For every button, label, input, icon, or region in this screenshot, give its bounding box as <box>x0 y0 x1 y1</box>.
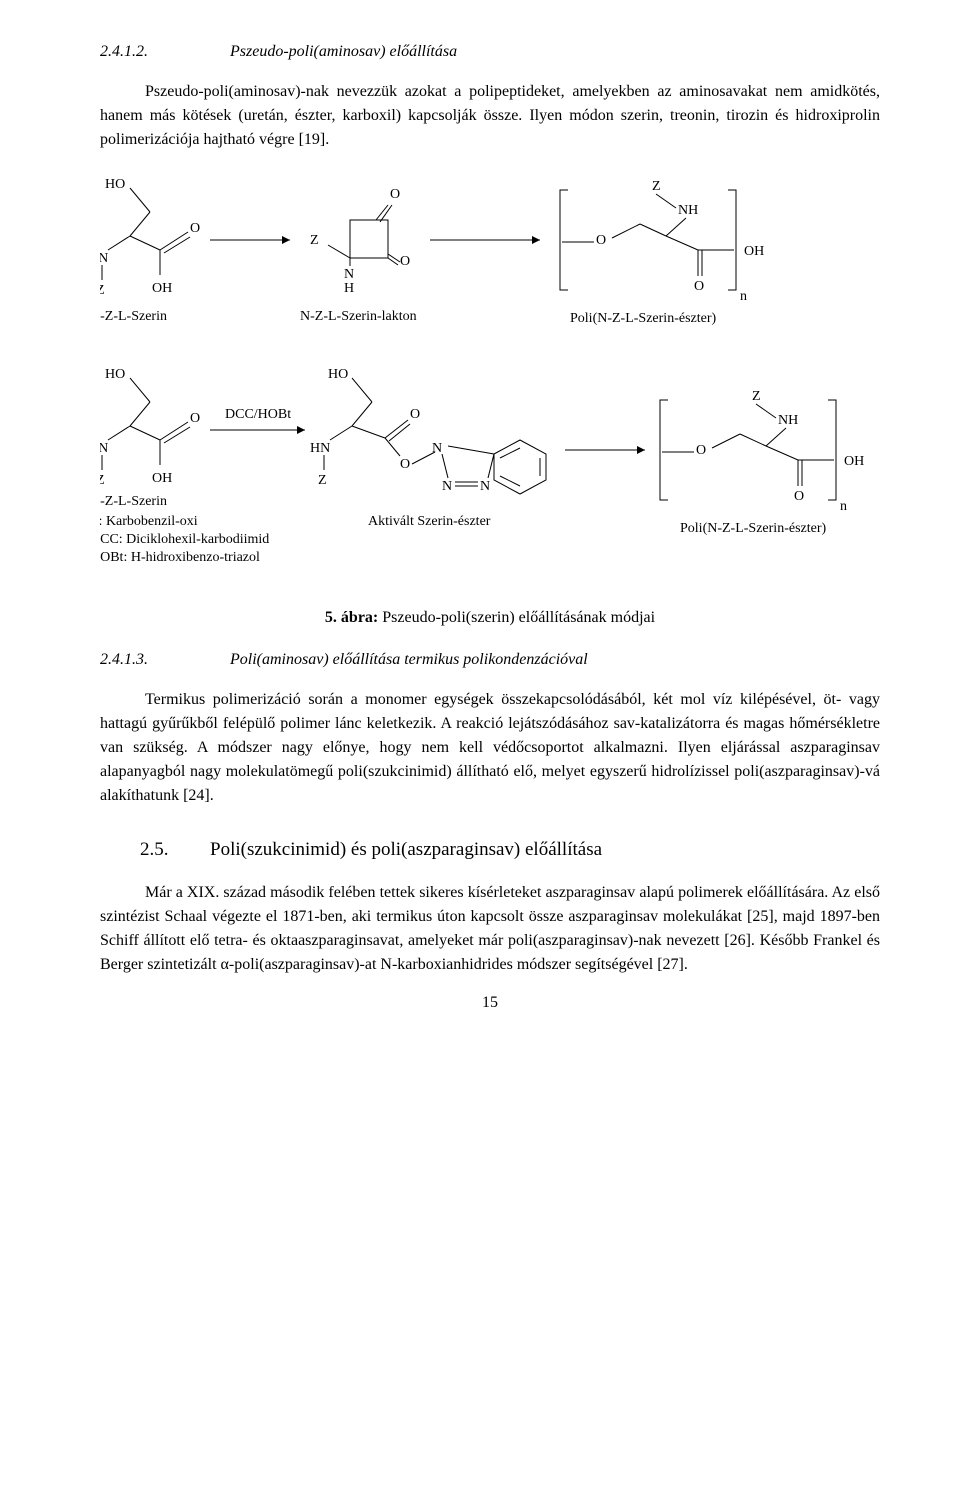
top-middle-lactone: O O Z N H N-Z-L-Szerin-lakton <box>300 187 417 324</box>
note-hobt: HOBt: H-hidroxibenzo-triazol <box>100 550 260 565</box>
label-n1: n <box>740 289 747 304</box>
label-aktivalt: Aktivált Szerin-észter <box>368 514 491 529</box>
label-H: H <box>344 281 354 296</box>
label-Z-top: Z <box>652 179 661 194</box>
bottom-right-polymer: n Z NH O O OH Poli(N-Z-L-Szerin-észter) <box>660 389 864 536</box>
label-O-top: O <box>390 187 400 202</box>
label-dcc: DCC/HOBt <box>225 407 291 422</box>
svg-text:HN: HN <box>310 441 330 456</box>
label-HO: HO <box>105 177 125 192</box>
label-O-poly: O <box>596 233 606 248</box>
svg-text:HO: HO <box>328 367 348 382</box>
svg-text:NH: NH <box>778 413 798 428</box>
heading-2413-num: 2.4.1.3. <box>100 648 230 672</box>
label-OH: OH <box>152 281 172 296</box>
label-poli2: Poli(N-Z-L-Szerin-észter) <box>680 521 826 536</box>
paragraph-2: Termikus polimerizáció során a monomer e… <box>100 688 880 808</box>
label-OH-poly: OH <box>744 244 764 259</box>
heading-25: 2.5. Poli(szukcinimid) és poli(aszparagi… <box>100 836 880 865</box>
top-left-structure: HO O HN Z OH N-Z-L-Szerin <box>100 177 200 324</box>
bottom-left-structure: HO O HN Z OH N-Z-L-Szerin <box>100 367 200 509</box>
svg-text:N: N <box>442 479 452 494</box>
label-Z: Z <box>100 283 105 298</box>
label-O-bottom: O <box>694 279 704 294</box>
label-Z-mid: Z <box>310 233 319 248</box>
figure-5-caption: 5. ábra: Pszeudo-poli(szerin) előállítás… <box>100 606 880 630</box>
svg-text:N: N <box>480 479 490 494</box>
label-O: O <box>190 221 200 236</box>
top-right-polymer: n Z NH O O OH Poli(N-Z-L-Szerin-észter) <box>560 179 764 326</box>
svg-text:O: O <box>190 411 200 426</box>
figure-5: HO O HN Z OH N-Z-L-Szerin O O Z N H <box>100 170 880 590</box>
page-number: 15 <box>100 991 880 1015</box>
svg-text:Z: Z <box>100 473 105 488</box>
svg-text:O: O <box>400 457 410 472</box>
label-O-right: O <box>400 254 410 269</box>
label-lakton: N-Z-L-Szerin-lakton <box>300 309 417 324</box>
note-dcc: DCC: Diciklohexil-karbodiimid <box>100 532 269 547</box>
svg-text:N: N <box>432 441 442 456</box>
svg-text:OH: OH <box>844 454 864 469</box>
heading-2412-num: 2.4.1.2. <box>100 40 230 64</box>
svg-text:n: n <box>840 499 847 514</box>
heading-2413: 2.4.1.3. Poli(aminosav) előállítása term… <box>100 648 880 672</box>
svg-text:HO: HO <box>105 367 125 382</box>
heading-2413-title: Poli(aminosav) előállítása termikus poli… <box>230 648 588 672</box>
label-szerin-1: N-Z-L-Szerin <box>100 309 167 324</box>
heading-25-title: Poli(szukcinimid) és poli(aszparaginsav)… <box>210 836 602 865</box>
label-szerin-2: N-Z-L-Szerin <box>100 494 167 509</box>
caption-bold: 5. ábra: <box>325 609 378 626</box>
svg-text:Z: Z <box>318 473 327 488</box>
note-z: Z: Karbobenzil-oxi <box>100 514 198 529</box>
heading-2412: 2.4.1.2. Pszeudo-poli(aminosav) előállít… <box>100 40 880 64</box>
bottom-row: HO O HN Z OH N-Z-L-Szerin DCC/HOBt HO <box>100 367 864 565</box>
label-HN: HN <box>100 251 108 266</box>
svg-text:OH: OH <box>152 471 172 486</box>
heading-2412-title: Pszeudo-poli(aminosav) előállítása <box>230 40 457 64</box>
figure-5-svg: HO O HN Z OH N-Z-L-Szerin O O Z N H <box>100 170 880 590</box>
paragraph-1: Pszeudo-poli(aminosav)-nak nevezzük azok… <box>100 80 880 152</box>
svg-text:O: O <box>794 489 804 504</box>
caption-rest: Pszeudo-poli(szerin) előállításának módj… <box>378 609 655 626</box>
svg-text:O: O <box>696 443 706 458</box>
svg-text:O: O <box>410 407 420 422</box>
label-NH: NH <box>678 203 698 218</box>
svg-text:Z: Z <box>752 389 761 404</box>
label-N: N <box>344 267 354 282</box>
heading-25-num: 2.5. <box>100 836 210 865</box>
svg-text:HN: HN <box>100 441 108 456</box>
paragraph-3: Már a XIX. század második felében tettek… <box>100 881 880 977</box>
label-poli1: Poli(N-Z-L-Szerin-észter) <box>570 311 716 326</box>
bottom-middle-activated: HO O O HN Z N N N <box>310 367 546 529</box>
